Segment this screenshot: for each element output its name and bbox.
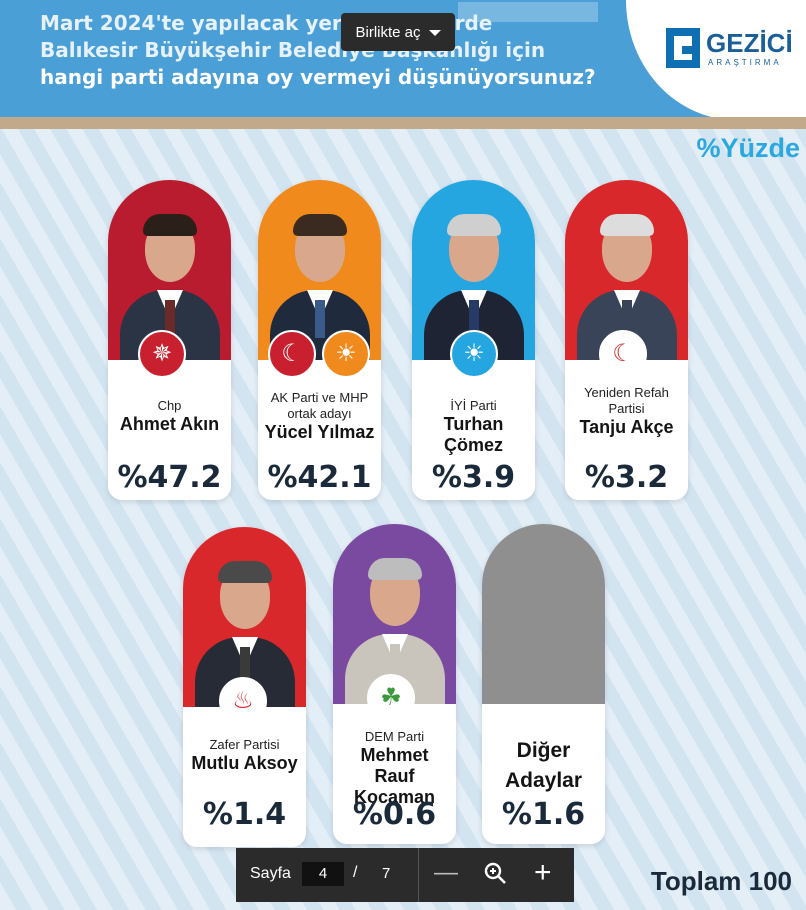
vote-share-label: %42.1	[267, 460, 372, 495]
hair	[293, 214, 347, 236]
chp-six-arrows-icon: ✵	[138, 330, 186, 378]
open-with-button[interactable]: Birlikte aç	[341, 13, 455, 51]
candidate-name: Mehmet Rauf Kocaman	[353, 745, 436, 807]
candidate-card: ☾ ☀ AK Parti ve MHP ortak adayı Yücel Yılma…	[258, 180, 381, 500]
party-name: Yeniden Refah Partisi	[584, 385, 669, 416]
candidate-card: ☘ DEM Parti Mehmet Rauf Kocaman %0.6	[333, 524, 456, 844]
hair	[143, 214, 197, 236]
candidate-info: Zafer Partisi Mutlu Aksoy	[183, 737, 306, 774]
page-label: Sayfa	[250, 865, 291, 882]
hidden-toolbar-strip	[458, 2, 598, 22]
placeholder-photo	[482, 524, 605, 704]
hair	[368, 558, 422, 580]
vote-share-label: %3.2	[584, 460, 669, 495]
tie	[165, 300, 175, 338]
vote-share-label: %1.6	[501, 797, 586, 832]
page-separator: /	[353, 864, 358, 881]
iyi-parti-sun-icon: ☀	[450, 330, 498, 378]
candidate-info: Yeniden Refah Partisi Tanju Akçe	[565, 385, 688, 438]
pdf-viewer-toolbar: Sayfa 4 / 7 — +	[236, 848, 574, 902]
party-name: AK Parti ve MHP ortak adayı	[270, 390, 369, 421]
zoom-in-icon[interactable]: +	[534, 856, 552, 889]
party-name: İYİ Parti	[450, 398, 497, 413]
party-name: Chp	[157, 398, 182, 413]
logo-g-icon	[666, 28, 700, 68]
candidate-info: Chp Ahmet Akın	[108, 398, 231, 435]
gezici-logo: GEZİCİ ARAŞTIRMA	[666, 28, 793, 74]
header-divider	[0, 117, 806, 129]
candidate-card: ☀ İYİ Parti Turhan Çömez %3.9	[412, 180, 535, 500]
tie	[622, 300, 632, 338]
vote-share-label: %1.4	[202, 797, 287, 832]
page-number-input[interactable]: 4	[302, 862, 344, 886]
total-label: Toplam 100	[650, 866, 792, 896]
mhp-crescents-icon: ☾	[268, 330, 316, 378]
candidate-card: ✵ Chp Ahmet Akın %47.2	[108, 180, 231, 500]
candidate-card: Diğer Adaylar %1.6	[482, 524, 605, 844]
tie	[390, 644, 400, 682]
hair	[600, 214, 654, 236]
hair	[218, 561, 272, 583]
total-pages: 7	[382, 865, 391, 882]
party-name: DEM Parti	[364, 729, 425, 744]
chevron-down-icon	[428, 30, 441, 36]
candidate-info: Diğer Adaylar	[482, 736, 605, 796]
open-with-label: Birlikte aç	[355, 23, 421, 41]
candidate-name: Mutlu Aksoy	[191, 753, 298, 773]
logo-subtitle: ARAŞTIRMA	[708, 58, 782, 67]
yeniden-refah-crescent-icon: ☾	[599, 330, 647, 378]
candidate-name: Turhan Çömez	[443, 414, 504, 455]
candidate-card: ♨ Zafer Partisi Mutlu Aksoy %1.4	[183, 527, 306, 847]
zoom-out-icon[interactable]: —	[434, 859, 458, 886]
survey-question: Mart 2024'te yapılacak yerel seçimlerde …	[40, 10, 610, 91]
dem-parti-tree-icon: ☘	[367, 674, 415, 722]
ak-parti-bulb-icon: ☀	[322, 330, 370, 378]
zafer-partisi-flame-icon: ♨	[219, 677, 267, 725]
logo-name: GEZİCİ	[706, 28, 793, 58]
question-line-2: Balıkesir Büyükşehir Belediye Başkanlığı…	[40, 38, 546, 62]
candidate-info: AK Parti ve MHP ortak adayı Yücel Yılmaz	[258, 390, 381, 443]
vote-share-label: %0.6	[352, 797, 437, 832]
hair	[447, 214, 501, 236]
question-line-1: Mart 2024'te yapılacak yerel seçimlerde	[40, 11, 493, 35]
toolbar-divider	[418, 848, 419, 902]
candidate-info: İYİ Parti Turhan Çömez	[412, 398, 535, 456]
candidate-card: ☾ Yeniden Refah Partisi Tanju Akçe %3.2	[565, 180, 688, 500]
candidate-name: Diğer Adaylar	[504, 739, 583, 792]
candidate-name: Tanju Akçe	[579, 417, 674, 437]
tie	[315, 300, 325, 338]
zoom-icon[interactable]	[482, 860, 508, 886]
tie	[469, 300, 479, 338]
header: Mart 2024'te yapılacak yerel seçimlerde …	[0, 0, 806, 120]
vote-share-label: %3.9	[431, 460, 516, 495]
candidate-name: Ahmet Akın	[119, 414, 220, 434]
question-line-3: hangi parti adayına oy vermeyi düşünüyor…	[40, 65, 596, 89]
vote-share-label: %47.2	[117, 460, 222, 495]
candidate-name: Yücel Yılmaz	[264, 422, 375, 442]
candidate-info: DEM Parti Mehmet Rauf Kocaman	[333, 729, 456, 808]
party-name: Zafer Partisi	[209, 737, 280, 752]
tie	[240, 647, 250, 685]
unit-label: %Yüzde	[696, 133, 800, 163]
